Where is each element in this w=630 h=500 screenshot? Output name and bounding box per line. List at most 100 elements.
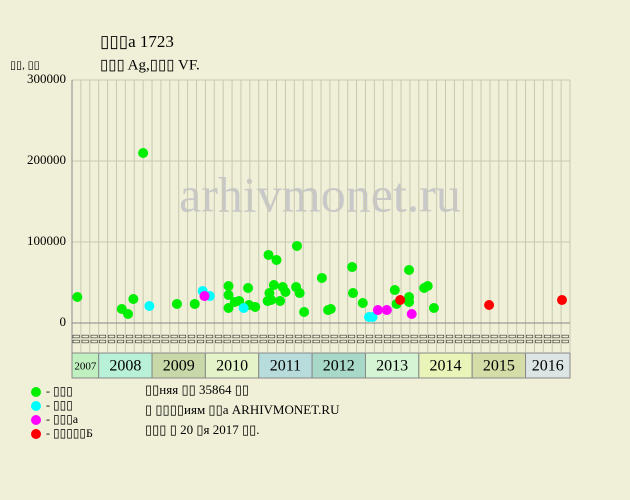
data-point xyxy=(72,291,83,302)
y-tick-label: 300000 xyxy=(27,71,66,86)
column-label: ▯▯ xyxy=(257,334,267,344)
data-point xyxy=(299,306,310,317)
column-label: ▯▯ xyxy=(480,334,490,344)
legend-label: - ▯▯▯а xyxy=(46,412,79,426)
data-point xyxy=(144,300,155,311)
column-label: ▯▯ xyxy=(97,334,107,344)
data-point xyxy=(243,283,254,294)
column-label: ▯▯ xyxy=(186,334,196,344)
legend-marker xyxy=(31,401,41,411)
column-label: ▯▯ xyxy=(408,334,418,344)
column-label: ▯▯ xyxy=(168,334,178,344)
chart-subtitle: ▯▯▯ Ag,▯▯▯ VF. xyxy=(100,57,200,73)
column-label: ▯▯ xyxy=(204,334,214,344)
column-label: ▯▯ xyxy=(266,334,276,344)
year-label: 2016 xyxy=(532,358,564,375)
data-point xyxy=(250,301,261,312)
column-label: ▯▯ xyxy=(159,334,169,344)
data-point xyxy=(262,295,273,306)
year-label: 2015 xyxy=(483,358,515,375)
year-label: 2012 xyxy=(323,358,355,375)
data-point xyxy=(189,298,200,309)
column-label: ▯▯ xyxy=(337,334,347,344)
column-label: ▯▯ xyxy=(151,334,161,344)
legend-marker xyxy=(31,387,41,397)
year-band xyxy=(258,352,313,379)
legend-marker xyxy=(31,429,41,439)
y-tick-label: 0 xyxy=(60,314,67,329)
data-point xyxy=(367,312,378,323)
data-point xyxy=(223,303,234,314)
column-label: ▯▯ xyxy=(124,334,134,344)
data-point xyxy=(381,305,392,316)
column-label: ▯▯ xyxy=(311,334,321,344)
column-label: ▯▯ xyxy=(284,334,294,344)
column-label: ▯▯ xyxy=(275,334,285,344)
year-label: 2008 xyxy=(109,358,141,375)
column-label: ▯▯ xyxy=(115,334,125,344)
data-point xyxy=(268,280,279,291)
column-label: ▯▯ xyxy=(320,334,330,344)
column-label: ▯▯ xyxy=(382,334,392,344)
data-point xyxy=(123,309,134,320)
data-point xyxy=(223,280,234,291)
year-band xyxy=(204,352,260,379)
note: ▯▯няя ▯▯ 35864 ▯▯ xyxy=(145,382,249,397)
year-label: 2013 xyxy=(376,358,408,375)
data-point xyxy=(223,289,234,300)
data-point xyxy=(389,285,400,296)
watermark: arhivmonet.ru xyxy=(179,166,461,222)
data-point xyxy=(372,305,383,316)
column-label: ▯▯ xyxy=(222,334,232,344)
column-label: ▯▯ xyxy=(293,334,303,344)
data-point xyxy=(395,294,406,305)
year-label: 2010 xyxy=(216,358,248,375)
column-label: ▯▯ xyxy=(195,334,205,344)
column-label: ▯▯ xyxy=(506,334,516,344)
year-band xyxy=(98,352,153,379)
data-point xyxy=(357,297,368,308)
year-band xyxy=(71,352,100,379)
data-point xyxy=(325,303,336,314)
data-point xyxy=(556,294,567,305)
year-band xyxy=(364,352,420,379)
column-label: ▯▯ xyxy=(328,334,338,344)
data-point xyxy=(316,272,327,283)
column-label: ▯▯ xyxy=(373,334,383,344)
column-label: ▯▯ xyxy=(435,334,445,344)
column-label: ▯▯ xyxy=(213,334,223,344)
column-label: ▯▯ xyxy=(133,334,143,344)
data-point xyxy=(271,254,282,265)
data-point xyxy=(128,294,139,305)
year-band xyxy=(151,352,206,379)
year-label: 2009 xyxy=(163,358,195,375)
column-label: ▯▯ xyxy=(248,334,258,344)
year-band xyxy=(418,352,473,379)
column-label: ▯▯ xyxy=(515,334,525,344)
column-label: ▯▯ xyxy=(302,334,312,344)
column-label: ▯▯ xyxy=(444,334,454,344)
column-label: ▯▯ xyxy=(453,334,463,344)
column-label: ▯▯ xyxy=(391,334,401,344)
data-point xyxy=(199,291,210,302)
column-label: ▯▯ xyxy=(471,334,481,344)
data-point xyxy=(428,303,439,314)
data-point xyxy=(294,288,305,299)
column-label: ▯▯ xyxy=(106,334,116,344)
legend-label: - ▯▯▯ xyxy=(46,384,73,398)
data-point xyxy=(404,297,415,308)
year-label: 2014 xyxy=(430,358,462,375)
column-label: ▯▯ xyxy=(231,334,241,344)
column-label: ▯▯ xyxy=(426,334,436,344)
data-point xyxy=(280,286,291,297)
y-axis-label: ▯▯, ▯▯ xyxy=(10,60,40,72)
column-label: ▯▯ xyxy=(462,334,472,344)
column-label: ▯▯ xyxy=(533,334,543,344)
y-tick-label: 200000 xyxy=(27,152,66,167)
column-label: ▯▯ xyxy=(524,334,534,344)
column-label: ▯▯ xyxy=(400,334,410,344)
column-label: ▯▯ xyxy=(551,334,561,344)
data-point xyxy=(171,298,182,309)
